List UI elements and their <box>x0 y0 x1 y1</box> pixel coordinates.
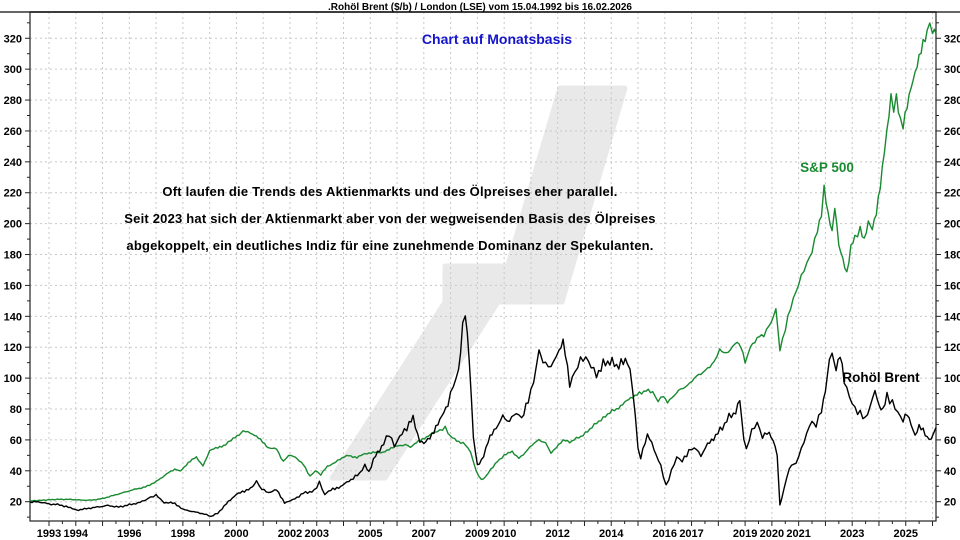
y-tick-label-left: 220 <box>4 188 22 200</box>
plot-border <box>29 11 937 522</box>
x-tick-label: 2009 <box>465 528 489 540</box>
x-tick-label: 1993 <box>37 528 61 540</box>
series-layer <box>29 22 937 517</box>
y-tick-label-right: 140 <box>944 311 960 323</box>
x-tick-label: 2005 <box>358 528 382 540</box>
y-tick-label-right: 60 <box>944 435 956 447</box>
y-tick-label-left: 280 <box>4 95 22 107</box>
tick-label-layer: 1993 1994 1996 1998 2000 2002 2003 2005 2007 2009… <box>4 33 960 540</box>
x-tick-label: 2003 <box>304 528 328 540</box>
x-tick-label: 1998 <box>171 528 195 540</box>
y-tick-label-left: 120 <box>4 342 22 354</box>
y-tick-label-left: 140 <box>4 311 22 323</box>
y-tick-label-right: 240 <box>944 157 960 169</box>
series-line-brent <box>29 315 937 517</box>
grid-layer <box>30 12 936 521</box>
y-tick-label-left: 80 <box>10 404 22 416</box>
series-line-sp500 <box>29 22 937 502</box>
x-tick-label: 2016 <box>653 528 677 540</box>
brent-series-label: Rohöl Brent <box>842 370 920 385</box>
x-tick-label: 2017 <box>679 528 703 540</box>
x-tick-label: 2012 <box>545 528 569 540</box>
y-tick-label-left: 200 <box>4 219 22 231</box>
annotation-line-2: Seit 2023 hat sich der Aktienmarkt aber … <box>124 211 655 226</box>
y-tick-label-right: 180 <box>944 250 960 262</box>
annotation-block: Oft laufen die Trends des Aktienmarkts u… <box>124 184 655 253</box>
y-tick-label-right: 320 <box>944 33 960 45</box>
annotation-line-3: abgekoppelt, ein deutliches Indiz für ei… <box>126 238 653 253</box>
y-tick-label-left: 240 <box>4 157 22 169</box>
x-tick-label: 2019 <box>733 528 757 540</box>
y-tick-label-right: 20 <box>944 497 956 509</box>
x-tick-label: 2020 <box>760 528 784 540</box>
y-tick-label-right: 300 <box>944 64 960 76</box>
x-tick-label: 1996 <box>117 528 141 540</box>
y-tick-label-left: 60 <box>10 435 22 447</box>
axis-layer <box>0 11 960 526</box>
x-tick-label: 2002 <box>278 528 302 540</box>
y-tick-label-right: 260 <box>944 126 960 138</box>
x-tick-label: 2007 <box>412 528 436 540</box>
annotation-line-1: Oft laufen die Trends des Aktienmarkts u… <box>162 184 617 199</box>
y-tick-label-left: 40 <box>10 466 22 478</box>
y-tick-label-left: 320 <box>4 33 22 45</box>
x-tick-label: 2010 <box>492 528 516 540</box>
y-tick-label-left: 160 <box>4 280 22 292</box>
chart-subtitle: Chart auf Monatsbasis <box>422 31 572 47</box>
y-tick-label-right: 160 <box>944 280 960 292</box>
y-tick-label-right: 120 <box>944 342 960 354</box>
y-tick-label-left: 20 <box>10 497 22 509</box>
x-tick-label: 2000 <box>224 528 248 540</box>
x-tick-label: 1994 <box>64 528 89 540</box>
y-tick-label-right: 80 <box>944 404 956 416</box>
x-tick-label: 2021 <box>786 528 810 540</box>
y-tick-label-right: 280 <box>944 95 960 107</box>
chart-title: .Rohöl Brent ($/b) / London (LSE) vom 15… <box>328 2 632 13</box>
y-tick-label-right: 220 <box>944 188 960 200</box>
y-tick-label-right: 100 <box>944 373 960 385</box>
y-tick-label-left: 300 <box>4 64 22 76</box>
sp500-series-label: S&P 500 <box>800 160 854 175</box>
y-tick-label-left: 100 <box>4 373 22 385</box>
x-tick-label: 2014 <box>599 528 624 540</box>
watermark-logo <box>329 85 628 481</box>
y-tick-label-right: 200 <box>944 219 960 231</box>
y-tick-label-right: 40 <box>944 466 956 478</box>
x-tick-label: 2023 <box>840 528 864 540</box>
y-tick-label-left: 180 <box>4 250 22 262</box>
x-tick-label: 2025 <box>894 528 918 540</box>
y-tick-label-left: 260 <box>4 126 22 138</box>
